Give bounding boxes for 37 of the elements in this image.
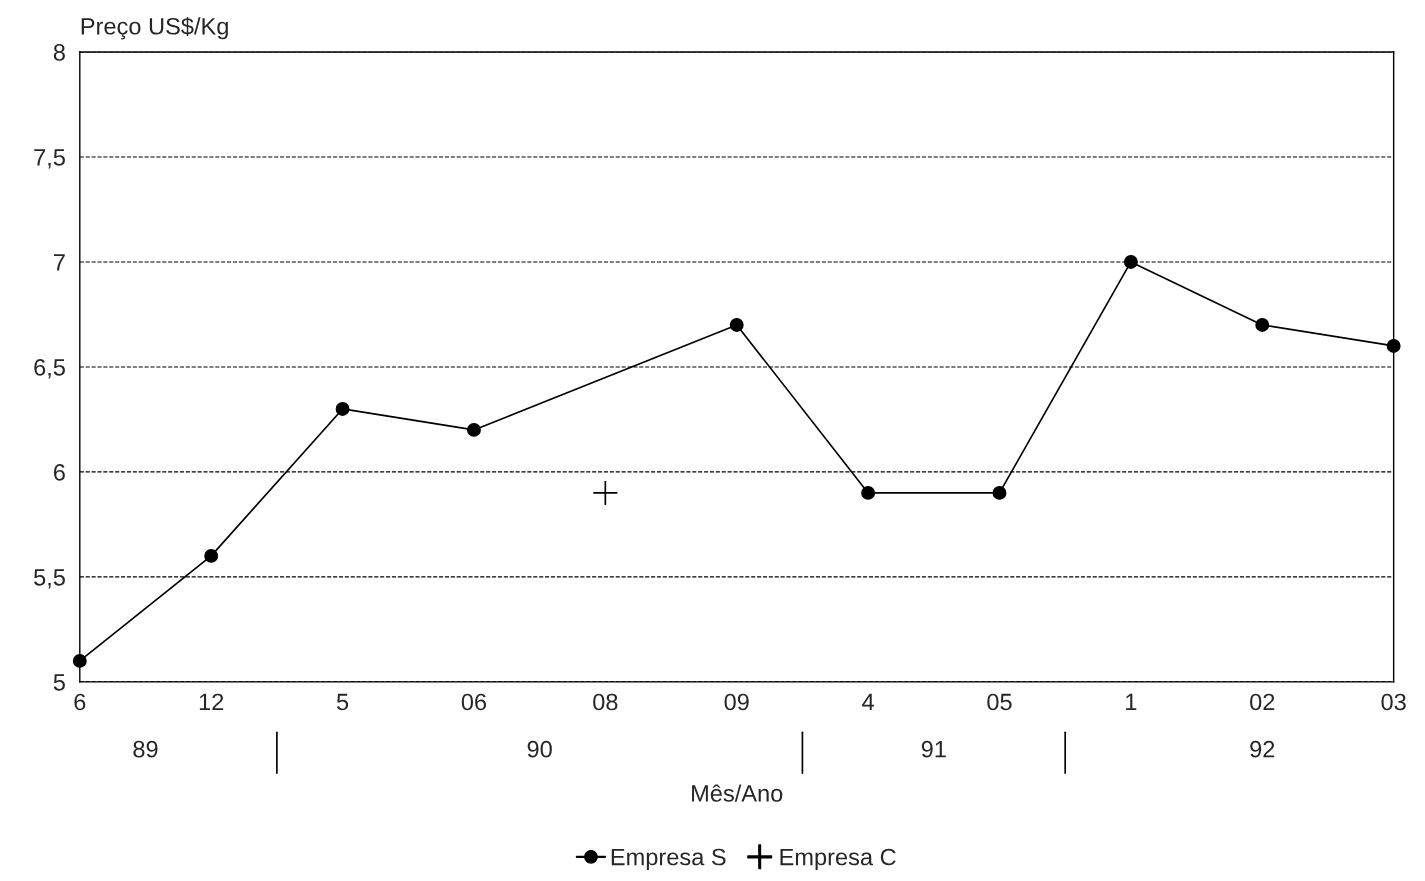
y-tick-label: 8	[53, 44, 65, 61]
legend-label: Empresa S	[611, 848, 726, 871]
legend-label: Empresa C	[780, 848, 896, 871]
point	[1123, 255, 1138, 269]
point	[204, 548, 219, 563]
x-tick-label: 06	[461, 693, 487, 711]
text: 90	[527, 740, 552, 758]
x-tick-label: 12	[199, 693, 224, 711]
point	[1386, 338, 1401, 353]
point	[861, 485, 876, 500]
x-tick-label: 5	[336, 693, 349, 711]
point	[335, 401, 350, 416]
x-tick-label: 4	[862, 693, 874, 711]
text: 92	[1250, 740, 1275, 758]
point	[593, 480, 618, 505]
y-tick-label: 6	[53, 463, 65, 481]
point	[729, 317, 744, 332]
x-tick-label: 03	[1381, 693, 1406, 711]
x-tick-label: 09	[724, 693, 749, 711]
point	[72, 653, 87, 668]
y-tick-label: 7	[53, 254, 65, 271]
x-tick-label: 1	[1126, 693, 1137, 711]
x-tick-label: 05	[987, 693, 1012, 711]
x-axis-title: Mês/Ano	[692, 784, 783, 802]
x-tick-label: 6	[74, 693, 86, 711]
point	[1255, 317, 1270, 332]
y-axis-title: Preço US$/Kg	[81, 16, 228, 40]
y-tick-label: 7,5	[34, 149, 65, 169]
x-tick-label: 08	[593, 693, 618, 711]
y-tick-label: 5	[53, 674, 65, 691]
text: 89	[133, 740, 158, 758]
text: 91	[921, 740, 946, 758]
point	[992, 485, 1007, 500]
point	[467, 422, 481, 437]
y-tick-label: 5,5	[34, 569, 65, 589]
y-tick-label: 6,5	[34, 359, 65, 379]
x-tick-label: 02	[1250, 693, 1275, 711]
